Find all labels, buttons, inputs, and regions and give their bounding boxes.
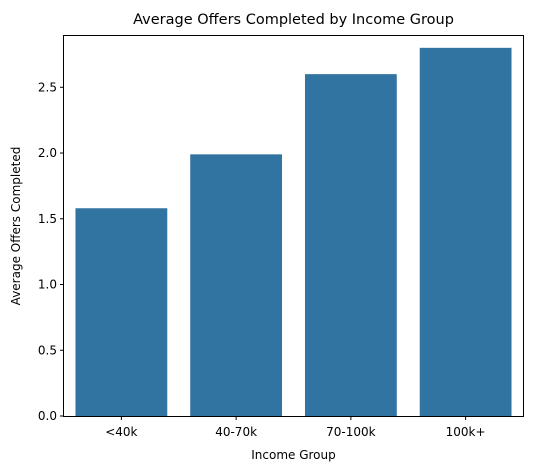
x-tick-label: 70-100k: [326, 425, 376, 439]
x-tick-label: 100k+: [446, 425, 486, 439]
y-tick-label: 1.0: [38, 278, 57, 292]
plot-frame: [63, 35, 524, 417]
x-axis-ticks: <40k 40-70k 70-100k 100k+: [105, 416, 486, 439]
bar-2: [304, 74, 397, 416]
y-tick-label: 2.0: [38, 146, 57, 160]
y-axis-label: Average Offers Completed: [9, 147, 23, 306]
bar-0: [75, 208, 168, 416]
bar-1: [190, 154, 283, 416]
x-axis-label: Income Group: [251, 448, 336, 462]
y-tick-label: 1.5: [38, 212, 57, 226]
bar-3: [419, 47, 512, 416]
y-tick-label: 0.0: [38, 409, 57, 423]
bar-group: [75, 47, 512, 416]
y-tick-label: 0.5: [38, 343, 57, 357]
y-axis-ticks: 0.0 0.5 1.0 1.5 2.0 2.5: [38, 80, 64, 423]
x-tick-label: <40k: [105, 425, 137, 439]
chart-title: Average Offers Completed by Income Group: [133, 12, 454, 28]
x-tick-label: 40-70k: [215, 425, 257, 439]
y-tick-label: 2.5: [38, 80, 57, 94]
